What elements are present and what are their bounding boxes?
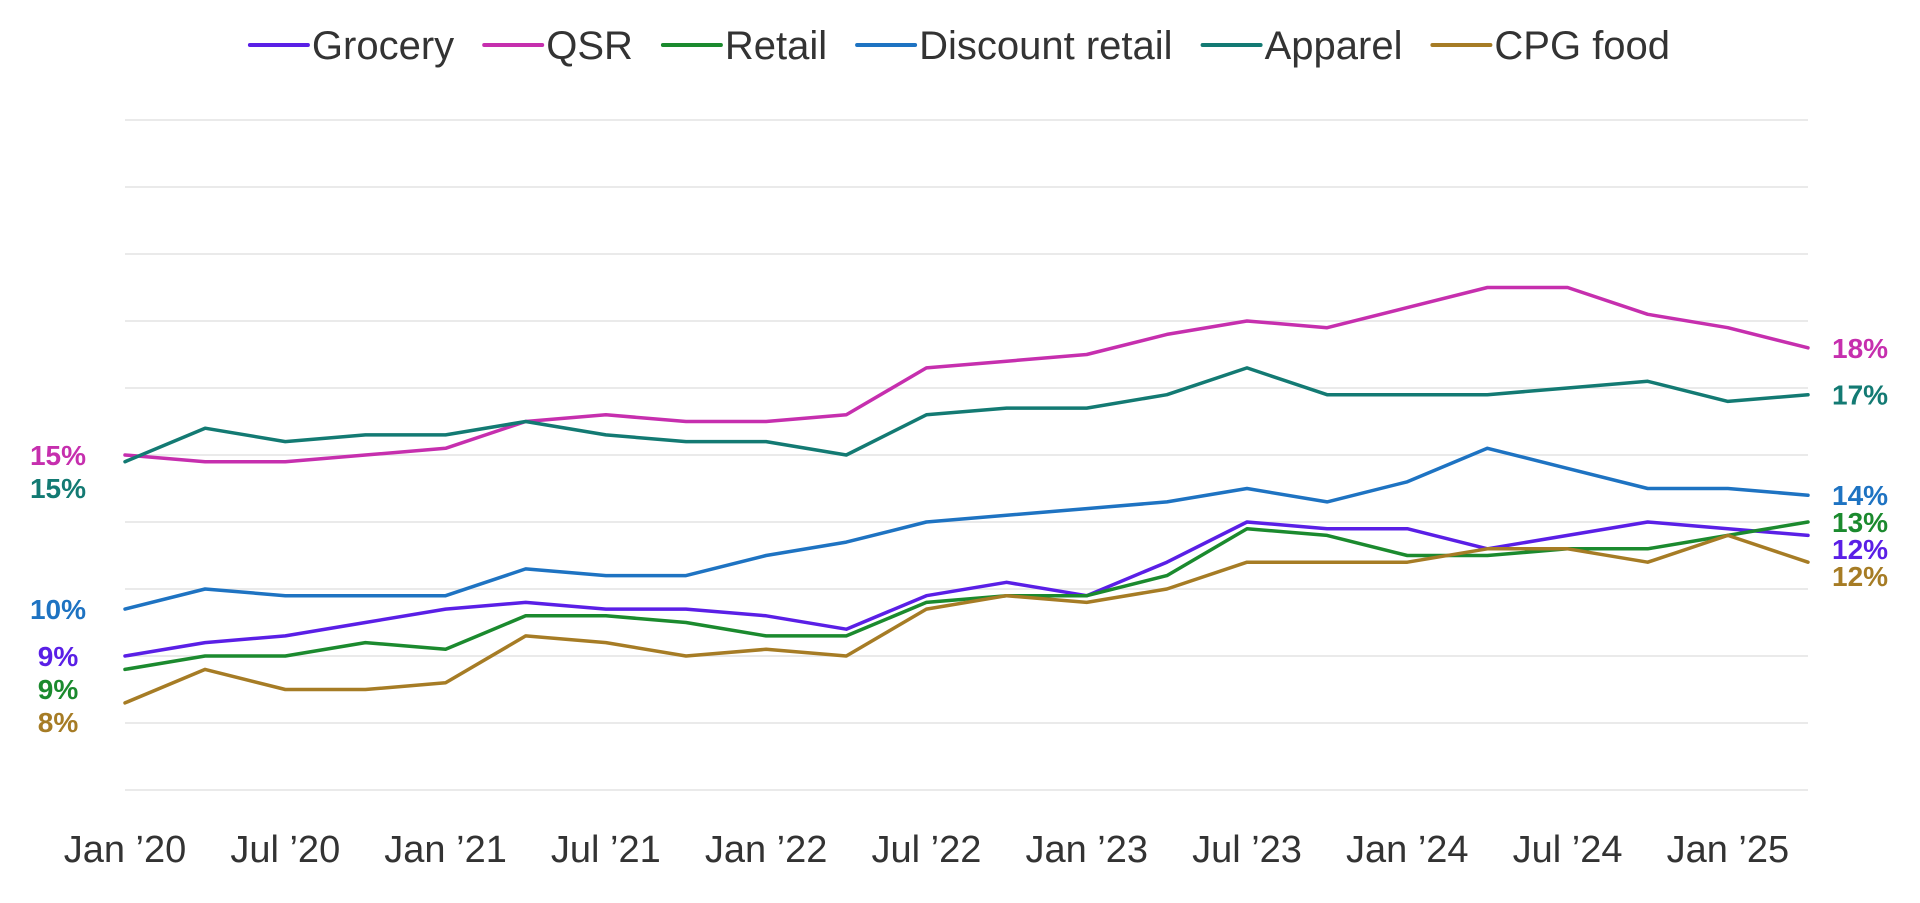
end-value-labels: 18%17%14%13%12%12% bbox=[1832, 333, 1888, 592]
end-label-grocery: 12% bbox=[1832, 534, 1888, 565]
start-label-discount-retail: 10% bbox=[30, 594, 86, 625]
x-tick-label: Jan ’25 bbox=[1667, 829, 1790, 871]
end-label-qsr: 18% bbox=[1832, 333, 1888, 364]
legend-label: CPG food bbox=[1494, 24, 1670, 68]
legend-item-discount-retail: Discount retail bbox=[855, 24, 1173, 68]
legend-item-qsr: QSR bbox=[482, 24, 633, 68]
x-tick-label: Jan ’20 bbox=[64, 829, 187, 871]
end-label-discount-retail: 14% bbox=[1832, 480, 1888, 511]
x-tick-label: Jan ’21 bbox=[384, 829, 507, 871]
series-line-cpg-food bbox=[123, 533, 1810, 705]
legend-label: QSR bbox=[546, 24, 633, 68]
x-tick-label: Jul ’24 bbox=[1513, 829, 1623, 871]
end-label-cpg-food: 12% bbox=[1832, 561, 1888, 592]
x-tick-label: Jan ’22 bbox=[705, 829, 828, 871]
legend-item-cpg-food: CPG food bbox=[1430, 24, 1670, 68]
legend-label: Grocery bbox=[312, 24, 454, 68]
legend: Grocery QSR Retail Discount retail Apparel CP… bbox=[247, 24, 1670, 68]
start-label-cpg-food: 8% bbox=[38, 707, 79, 738]
x-tick-label: Jul ’22 bbox=[872, 829, 982, 871]
series-lines bbox=[123, 285, 1810, 705]
legend-item-apparel: Apparel bbox=[1200, 24, 1403, 68]
start-label-retail: 9% bbox=[38, 674, 79, 705]
series-line-apparel bbox=[123, 366, 1810, 464]
start-label-grocery: 9% bbox=[38, 641, 79, 672]
legend-item-grocery: Grocery bbox=[247, 24, 454, 68]
end-label-apparel: 17% bbox=[1832, 380, 1888, 411]
legend-item-retail: Retail bbox=[660, 24, 827, 68]
start-label-qsr: 15% bbox=[30, 440, 86, 471]
x-tick-label: Jan ’24 bbox=[1346, 829, 1469, 871]
x-tick-label: Jul ’21 bbox=[551, 829, 661, 871]
x-tick-label: Jul ’20 bbox=[230, 829, 340, 871]
gridlines bbox=[125, 119, 1808, 791]
legend-label: Apparel bbox=[1265, 24, 1403, 68]
x-axis-tick-labels: Jan ’20 Jul ’20 Jan ’21 Jul ’21 Jan ’22 Jul ’… bbox=[64, 829, 1789, 871]
series-line-qsr bbox=[123, 285, 1810, 464]
start-label-apparel: 15% bbox=[30, 473, 86, 504]
start-value-labels: 15%15%10%9%9%8% bbox=[30, 440, 86, 738]
x-tick-label: Jul ’23 bbox=[1192, 829, 1302, 871]
x-tick-label: Jan ’23 bbox=[1025, 829, 1148, 871]
series-line-retail bbox=[123, 520, 1810, 672]
series-line-discount-retail bbox=[123, 446, 1810, 611]
legend-label: Discount retail bbox=[919, 24, 1172, 68]
end-label-retail: 13% bbox=[1832, 507, 1888, 538]
legend-label: Retail bbox=[725, 24, 827, 68]
series-line-grocery bbox=[123, 520, 1810, 658]
